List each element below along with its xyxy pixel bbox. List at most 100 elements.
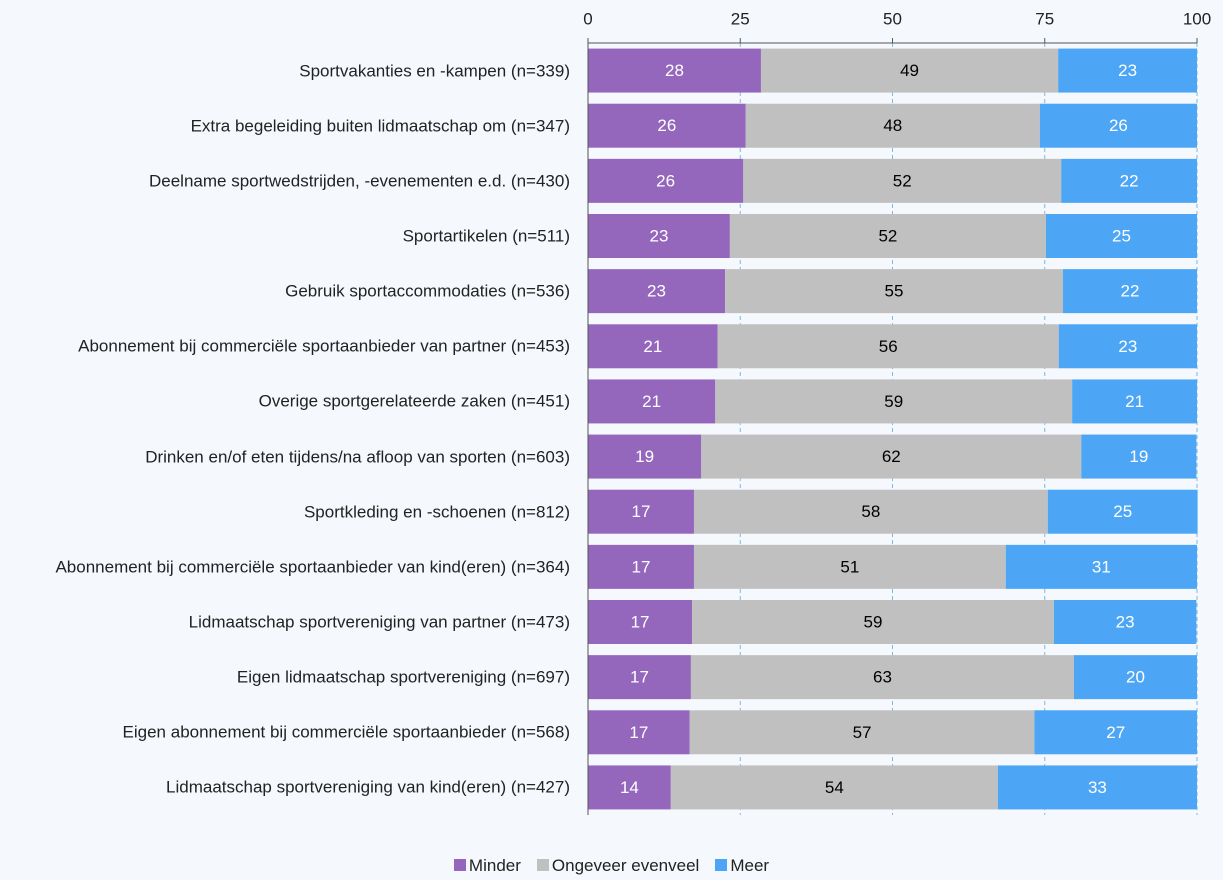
value-label: 55 bbox=[885, 282, 904, 301]
bar-segment bbox=[588, 103, 746, 148]
value-label: 17 bbox=[632, 502, 651, 521]
value-label: 25 bbox=[1112, 226, 1131, 245]
bar-segment bbox=[588, 269, 726, 314]
category-label: Abonnement bij commerciële sportaanbiede… bbox=[55, 557, 570, 577]
value-label: 48 bbox=[883, 116, 902, 135]
value-label: 63 bbox=[873, 668, 892, 687]
category-label: Lidmaatschap sportvereniging van kind(er… bbox=[166, 777, 570, 797]
value-label: 17 bbox=[632, 557, 651, 576]
bar-segment bbox=[1058, 324, 1197, 369]
bar-segment bbox=[1061, 158, 1197, 203]
bar-segment bbox=[729, 214, 1046, 258]
legend-item: Minder bbox=[453, 856, 521, 875]
value-label: 62 bbox=[882, 447, 901, 466]
bar-segment bbox=[997, 765, 1197, 810]
bar-segment bbox=[588, 48, 761, 93]
value-label: 17 bbox=[631, 612, 650, 631]
legend-label: Ongeveer evenveel bbox=[551, 856, 700, 875]
value-label: 52 bbox=[893, 171, 912, 190]
value-label: 22 bbox=[1121, 282, 1140, 301]
value-label: 54 bbox=[825, 778, 844, 797]
value-label: 14 bbox=[620, 778, 639, 797]
value-label: 25 bbox=[1113, 502, 1132, 521]
bar-segment bbox=[1045, 214, 1197, 258]
value-label: 59 bbox=[884, 392, 903, 411]
legend-swatch bbox=[715, 859, 728, 871]
bar-segment bbox=[715, 379, 1073, 424]
value-label: 28 bbox=[665, 61, 684, 80]
value-label: 21 bbox=[642, 392, 661, 411]
value-label: 52 bbox=[878, 226, 897, 245]
legend-swatch bbox=[453, 859, 466, 871]
bar-segment bbox=[1063, 269, 1197, 314]
bar-segment bbox=[717, 324, 1059, 369]
value-label: 59 bbox=[864, 612, 883, 631]
value-label: 57 bbox=[853, 723, 872, 742]
bar-segment bbox=[1058, 48, 1197, 93]
bar-segment bbox=[745, 103, 1040, 148]
bar-segment bbox=[692, 600, 1054, 644]
bar-segment bbox=[588, 158, 744, 203]
value-label: 26 bbox=[656, 171, 675, 190]
category-label: Sportvakanties en -kampen (n=339) bbox=[299, 61, 570, 81]
bar-segment bbox=[588, 379, 716, 424]
value-label: 23 bbox=[1118, 337, 1137, 356]
category-label: Lidmaatschap sportvereniging van partner… bbox=[188, 612, 570, 632]
legend-item: Ongeveer evenveel bbox=[536, 856, 700, 875]
legend-item: Meer bbox=[715, 856, 769, 875]
bar-segment bbox=[1053, 600, 1197, 644]
value-label: 56 bbox=[879, 337, 898, 356]
bar-segment bbox=[1034, 710, 1197, 755]
value-label: 27 bbox=[1106, 723, 1125, 742]
category-label: Sportkleding en -schoenen (n=812) bbox=[303, 502, 570, 522]
legend: Minder Ongeveer evenveel Meer bbox=[0, 856, 1223, 876]
value-label: 31 bbox=[1092, 557, 1111, 576]
bar-segment bbox=[1081, 434, 1197, 479]
bar-segment bbox=[588, 710, 690, 755]
bar-segment bbox=[588, 655, 691, 700]
category-label: Abonnement bij commerciële sportaanbiede… bbox=[78, 336, 570, 356]
value-label: 23 bbox=[649, 226, 668, 245]
bar-segment bbox=[1047, 489, 1198, 534]
bar-segment bbox=[760, 48, 1059, 93]
bar-segment bbox=[693, 489, 1048, 534]
x-tick-label: 0 bbox=[583, 9, 592, 28]
bar-segment bbox=[690, 655, 1074, 700]
category-label: Extra begeleiding buiten lidmaatschap om… bbox=[190, 116, 570, 136]
legend-label: Minder bbox=[468, 856, 521, 875]
value-label: 20 bbox=[1126, 668, 1145, 687]
value-label: 17 bbox=[630, 668, 649, 687]
category-label: Overige sportgerelateerde zaken (n=451) bbox=[258, 391, 570, 411]
x-tick-label: 100 bbox=[1183, 9, 1211, 28]
value-label: 19 bbox=[635, 447, 654, 466]
bar-segment bbox=[725, 269, 1064, 314]
value-label: 23 bbox=[1116, 612, 1135, 631]
value-label: 23 bbox=[1118, 61, 1137, 80]
bar-segment bbox=[701, 434, 1082, 479]
bar-segment bbox=[588, 434, 702, 479]
value-label: 51 bbox=[840, 557, 859, 576]
bar-segment bbox=[670, 765, 998, 810]
value-label: 33 bbox=[1088, 778, 1107, 797]
value-label: 23 bbox=[647, 282, 666, 301]
value-label: 49 bbox=[900, 61, 919, 80]
bar-segment bbox=[689, 710, 1035, 755]
bar-segment bbox=[1039, 103, 1197, 148]
value-label: 26 bbox=[657, 116, 676, 135]
value-label: 17 bbox=[629, 723, 648, 742]
bar-segment bbox=[1072, 379, 1197, 424]
value-label: 21 bbox=[1125, 392, 1144, 411]
bar-segment bbox=[693, 544, 1006, 589]
category-label: Gebruik sportaccommodaties (n=536) bbox=[285, 281, 570, 301]
x-tick-label: 75 bbox=[1035, 9, 1054, 28]
value-label: 19 bbox=[1129, 447, 1148, 466]
category-label: Deelname sportwedstrijden, -evenementen … bbox=[149, 171, 570, 191]
bar-segment bbox=[588, 489, 694, 534]
bar-segment bbox=[588, 324, 718, 369]
value-label: 22 bbox=[1120, 171, 1139, 190]
category-label: Drinken en/of eten tijdens/na afloop van… bbox=[145, 447, 570, 467]
bar-segment bbox=[588, 214, 730, 258]
value-label: 21 bbox=[643, 337, 662, 356]
